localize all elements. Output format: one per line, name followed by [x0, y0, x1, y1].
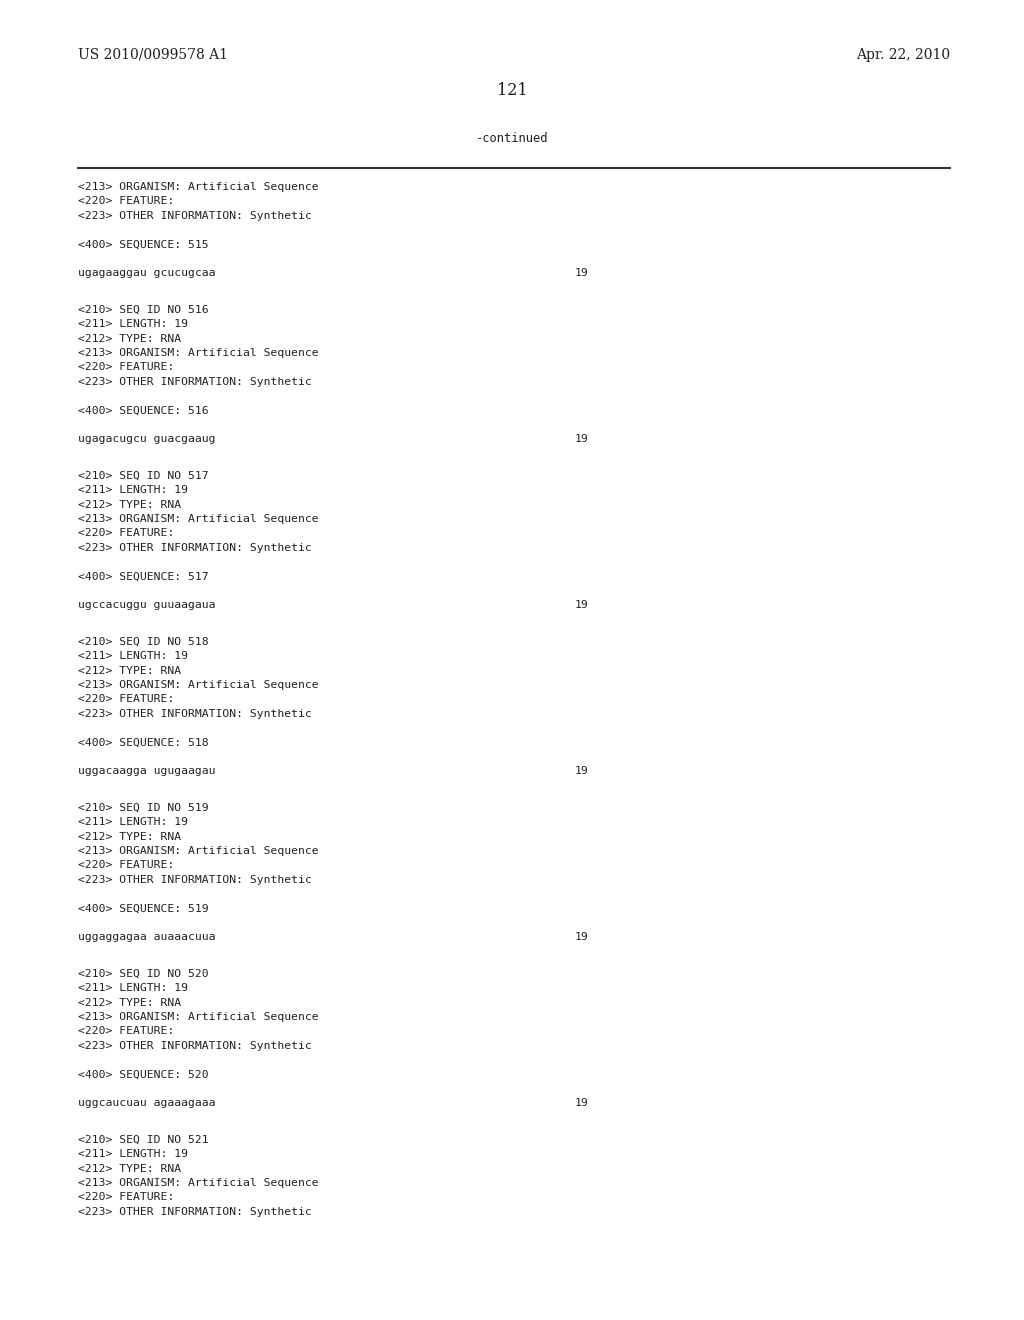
- Text: <223> OTHER INFORMATION: Synthetic: <223> OTHER INFORMATION: Synthetic: [78, 378, 311, 387]
- Text: <210> SEQ ID NO 516: <210> SEQ ID NO 516: [78, 305, 209, 314]
- Text: <220> FEATURE:: <220> FEATURE:: [78, 197, 174, 206]
- Text: -continued: -continued: [476, 132, 548, 145]
- Text: <223> OTHER INFORMATION: Synthetic: <223> OTHER INFORMATION: Synthetic: [78, 211, 311, 220]
- Text: <220> FEATURE:: <220> FEATURE:: [78, 363, 174, 372]
- Text: 19: 19: [575, 1098, 589, 1107]
- Text: <211> LENGTH: 19: <211> LENGTH: 19: [78, 651, 188, 661]
- Text: <211> LENGTH: 19: <211> LENGTH: 19: [78, 1148, 188, 1159]
- Text: <211> LENGTH: 19: <211> LENGTH: 19: [78, 484, 188, 495]
- Text: Apr. 22, 2010: Apr. 22, 2010: [856, 48, 950, 62]
- Text: <210> SEQ ID NO 521: <210> SEQ ID NO 521: [78, 1134, 209, 1144]
- Text: <220> FEATURE:: <220> FEATURE:: [78, 694, 174, 705]
- Text: <220> FEATURE:: <220> FEATURE:: [78, 1192, 174, 1203]
- Text: US 2010/0099578 A1: US 2010/0099578 A1: [78, 48, 228, 62]
- Text: <223> OTHER INFORMATION: Synthetic: <223> OTHER INFORMATION: Synthetic: [78, 875, 311, 884]
- Text: 19: 19: [575, 766, 589, 776]
- Text: <213> ORGANISM: Artificial Sequence: <213> ORGANISM: Artificial Sequence: [78, 1177, 318, 1188]
- Text: <400> SEQUENCE: 518: <400> SEQUENCE: 518: [78, 738, 209, 747]
- Text: 19: 19: [575, 601, 589, 610]
- Text: 19: 19: [575, 268, 589, 279]
- Text: <213> ORGANISM: Artificial Sequence: <213> ORGANISM: Artificial Sequence: [78, 846, 318, 855]
- Text: <213> ORGANISM: Artificial Sequence: <213> ORGANISM: Artificial Sequence: [78, 348, 318, 358]
- Text: <220> FEATURE:: <220> FEATURE:: [78, 861, 174, 870]
- Text: uggaggagaa auaaacuua: uggaggagaa auaaacuua: [78, 932, 215, 942]
- Text: <210> SEQ ID NO 520: <210> SEQ ID NO 520: [78, 969, 209, 978]
- Text: <211> LENGTH: 19: <211> LENGTH: 19: [78, 319, 188, 329]
- Text: uggcaucuau agaaagaaa: uggcaucuau agaaagaaa: [78, 1098, 215, 1107]
- Text: <213> ORGANISM: Artificial Sequence: <213> ORGANISM: Artificial Sequence: [78, 513, 318, 524]
- Text: <210> SEQ ID NO 518: <210> SEQ ID NO 518: [78, 636, 209, 647]
- Text: <400> SEQUENCE: 517: <400> SEQUENCE: 517: [78, 572, 209, 582]
- Text: <400> SEQUENCE: 516: <400> SEQUENCE: 516: [78, 405, 209, 416]
- Text: <400> SEQUENCE: 519: <400> SEQUENCE: 519: [78, 903, 209, 913]
- Text: <211> LENGTH: 19: <211> LENGTH: 19: [78, 983, 188, 993]
- Text: <212> TYPE: RNA: <212> TYPE: RNA: [78, 665, 181, 676]
- Text: 121: 121: [497, 82, 527, 99]
- Text: <210> SEQ ID NO 519: <210> SEQ ID NO 519: [78, 803, 209, 813]
- Text: ugccacuggu guuaagaua: ugccacuggu guuaagaua: [78, 601, 215, 610]
- Text: <400> SEQUENCE: 520: <400> SEQUENCE: 520: [78, 1069, 209, 1080]
- Text: 19: 19: [575, 932, 589, 942]
- Text: 19: 19: [575, 434, 589, 444]
- Text: <220> FEATURE:: <220> FEATURE:: [78, 1027, 174, 1036]
- Text: <213> ORGANISM: Artificial Sequence: <213> ORGANISM: Artificial Sequence: [78, 182, 318, 191]
- Text: <212> TYPE: RNA: <212> TYPE: RNA: [78, 832, 181, 842]
- Text: <213> ORGANISM: Artificial Sequence: <213> ORGANISM: Artificial Sequence: [78, 680, 318, 690]
- Text: ugagaaggau gcucugcaa: ugagaaggau gcucugcaa: [78, 268, 215, 279]
- Text: <223> OTHER INFORMATION: Synthetic: <223> OTHER INFORMATION: Synthetic: [78, 1206, 311, 1217]
- Text: uggacaagga ugugaagau: uggacaagga ugugaagau: [78, 766, 215, 776]
- Text: <212> TYPE: RNA: <212> TYPE: RNA: [78, 334, 181, 343]
- Text: <220> FEATURE:: <220> FEATURE:: [78, 528, 174, 539]
- Text: <223> OTHER INFORMATION: Synthetic: <223> OTHER INFORMATION: Synthetic: [78, 709, 311, 719]
- Text: <211> LENGTH: 19: <211> LENGTH: 19: [78, 817, 188, 828]
- Text: <223> OTHER INFORMATION: Synthetic: <223> OTHER INFORMATION: Synthetic: [78, 1041, 311, 1051]
- Text: <210> SEQ ID NO 517: <210> SEQ ID NO 517: [78, 470, 209, 480]
- Text: <212> TYPE: RNA: <212> TYPE: RNA: [78, 1163, 181, 1173]
- Text: <212> TYPE: RNA: <212> TYPE: RNA: [78, 998, 181, 1007]
- Text: <223> OTHER INFORMATION: Synthetic: <223> OTHER INFORMATION: Synthetic: [78, 543, 311, 553]
- Text: <212> TYPE: RNA: <212> TYPE: RNA: [78, 499, 181, 510]
- Text: <213> ORGANISM: Artificial Sequence: <213> ORGANISM: Artificial Sequence: [78, 1012, 318, 1022]
- Text: <400> SEQUENCE: 515: <400> SEQUENCE: 515: [78, 239, 209, 249]
- Text: ugagacugcu guacgaaug: ugagacugcu guacgaaug: [78, 434, 215, 444]
